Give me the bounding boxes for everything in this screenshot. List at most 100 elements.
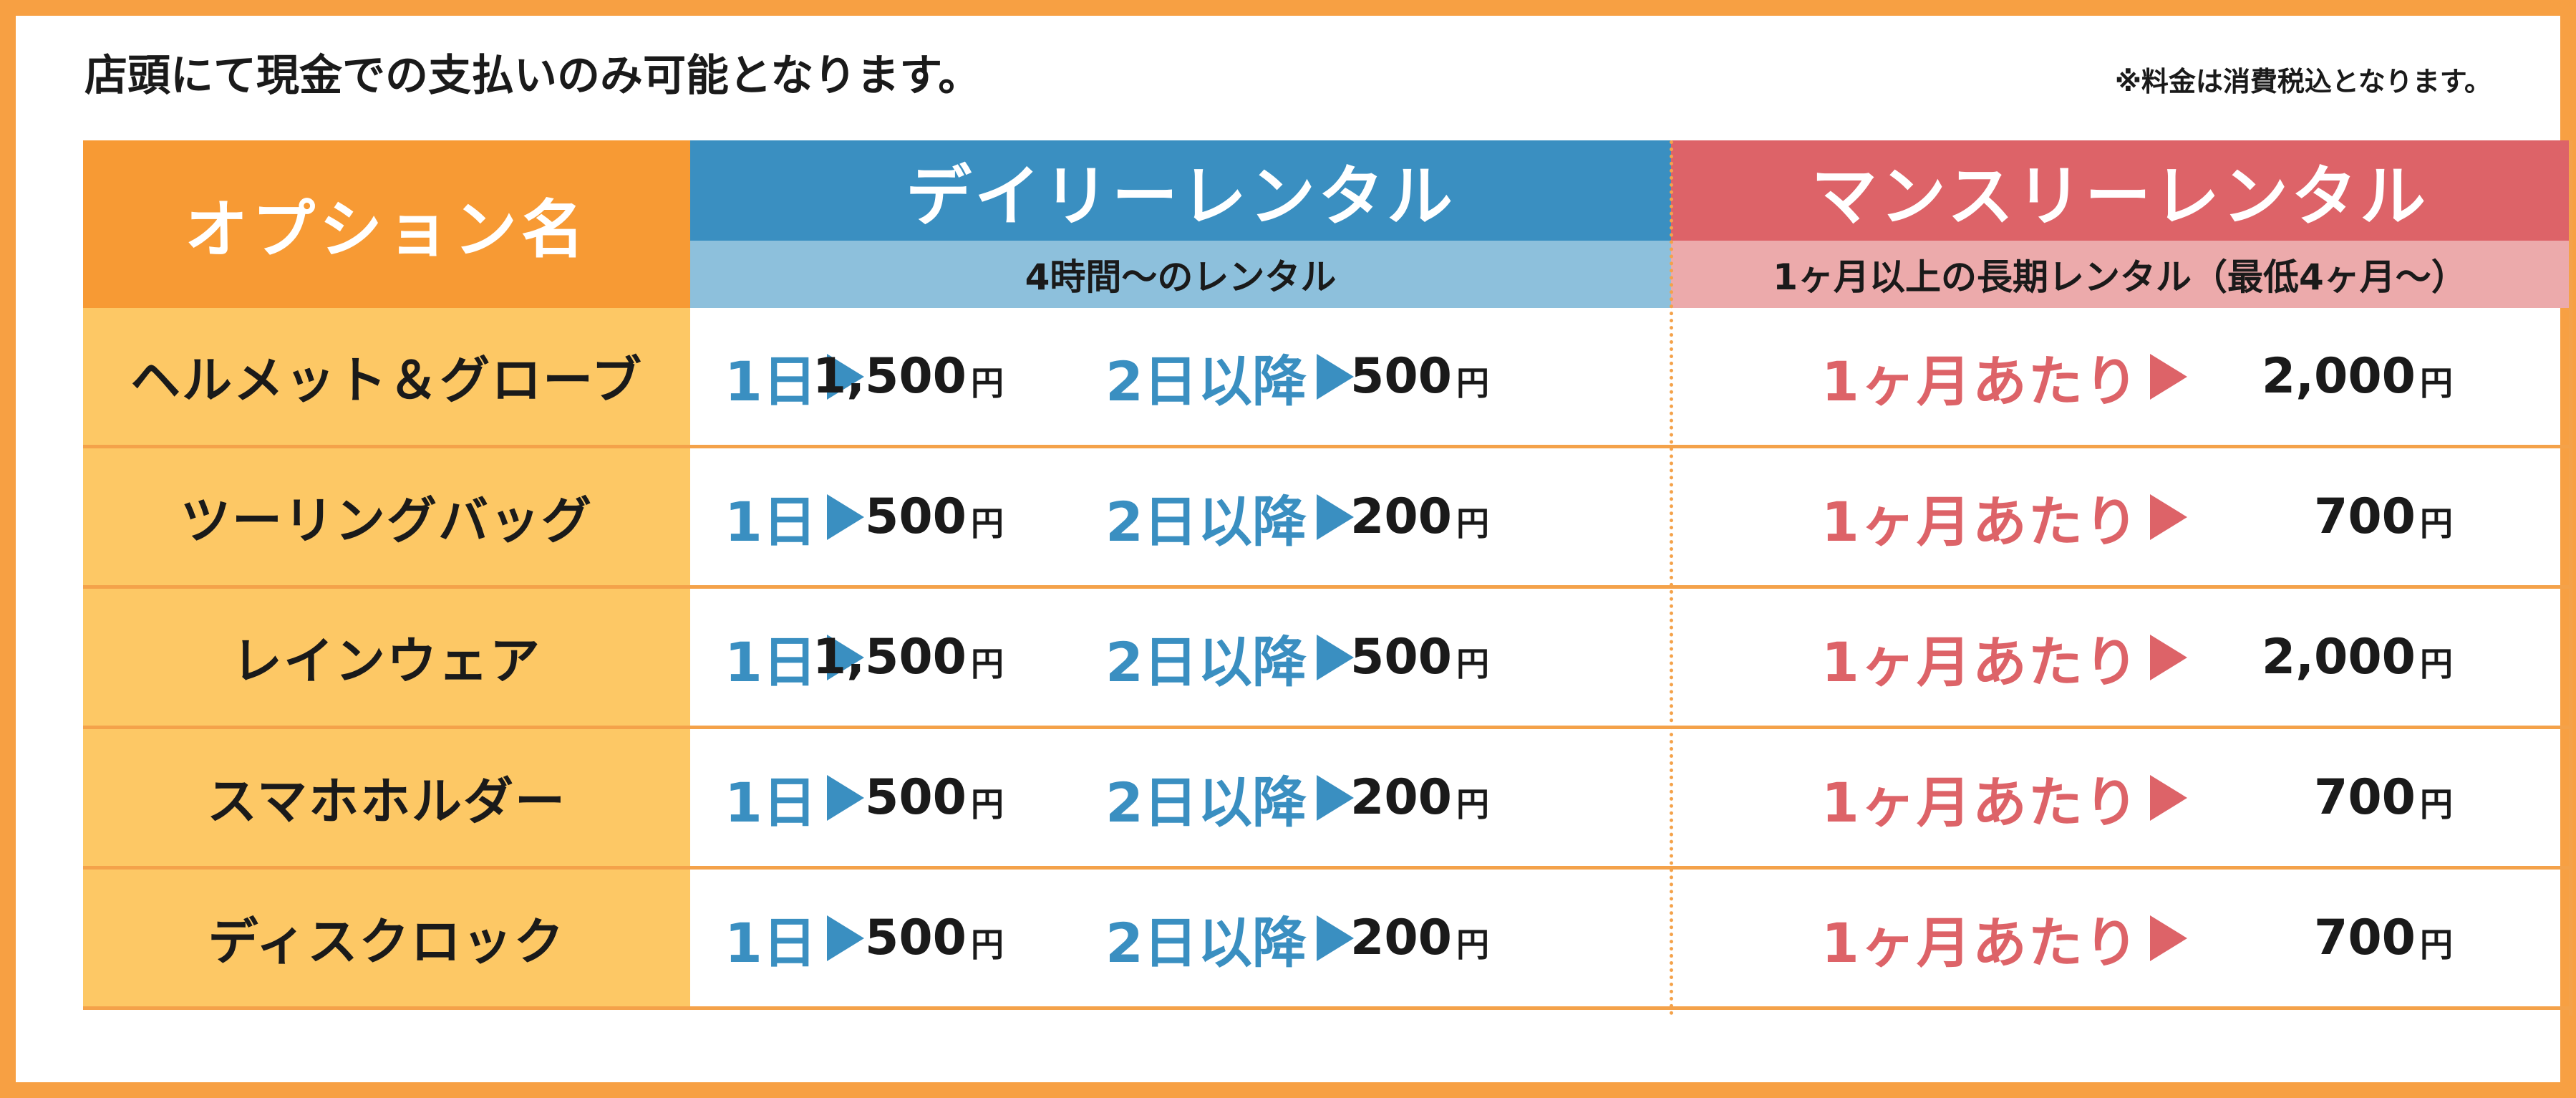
day1-label-group: 1日 xyxy=(725,448,864,585)
yen-unit: 円 xyxy=(971,925,1004,964)
triangle-arrow-icon xyxy=(826,774,864,821)
monthly-price: 700 円 xyxy=(2314,870,2453,1006)
day2plus-label-group: 2日以降 xyxy=(1105,448,1354,585)
daily-price-cell: 1日 1,500 円 2日以降 500 円 xyxy=(690,589,1671,726)
table-row: ヘルメット＆グローブ 1日 1,500 円 2日以降 500 円 1ヶ月あたり xyxy=(83,308,2569,448)
triangle-arrow-icon xyxy=(2149,353,2187,400)
daily-price-cell: 1日 1,500 円 2日以降 500 円 xyxy=(690,308,1671,445)
daily-rental-header: デイリーレンタル 4時間〜のレンタル xyxy=(690,140,1671,308)
day2plus-label: 2日以降 xyxy=(1105,349,1307,413)
monthly-price-cell: 1ヶ月あたり 700 円 xyxy=(1671,870,2569,1006)
triangle-arrow-icon xyxy=(2149,493,2187,540)
yen-unit: 円 xyxy=(2420,504,2453,543)
day2plus-label-group: 2日以降 xyxy=(1105,589,1354,726)
day2plus-price-value: 500 xyxy=(1350,629,1452,685)
monthly-price-value: 2,000 xyxy=(2261,348,2416,405)
option-name: ヘルメット＆グローブ xyxy=(83,308,690,445)
option-name: レインウェア xyxy=(83,589,690,726)
day1-price: 500 円 xyxy=(865,870,1004,1006)
monthly-price: 700 円 xyxy=(2314,448,2453,585)
triangle-arrow-icon xyxy=(2149,634,2187,680)
day1-price: 1,500 円 xyxy=(813,589,1004,726)
monthly-price: 700 円 xyxy=(2314,729,2453,866)
table-row: ツーリングバッグ 1日 500 円 2日以降 200 円 1ヶ月あたり xyxy=(83,448,2569,589)
monthly-price-value: 700 xyxy=(2314,769,2416,826)
monthly-price: 2,000 円 xyxy=(2262,308,2453,445)
day1-label: 1日 xyxy=(725,349,817,413)
day2plus-price: 200 円 xyxy=(1350,870,1489,1006)
day2plus-price: 200 円 xyxy=(1350,729,1489,866)
day2plus-price: 500 円 xyxy=(1350,308,1489,445)
per-month-label-group: 1ヶ月あたり xyxy=(1821,589,2187,726)
day1-label: 1日 xyxy=(725,910,817,975)
yen-unit: 円 xyxy=(971,644,1004,683)
day2plus-price-value: 200 xyxy=(1350,488,1452,545)
table-row: レインウェア 1日 1,500 円 2日以降 500 円 1ヶ月あたり xyxy=(83,589,2569,729)
day2plus-label-group: 2日以降 xyxy=(1105,729,1354,866)
day2plus-price: 500 円 xyxy=(1350,589,1489,726)
tax-note: ※料金は消費税込となります。 xyxy=(2114,66,2492,97)
monthly-rental-title: マンスリーレンタル xyxy=(1671,140,2569,241)
day1-price-value: 500 xyxy=(865,910,967,966)
table-row: ディスクロック 1日 500 円 2日以降 200 円 1ヶ月あたり xyxy=(83,870,2569,1010)
day1-price-value: 500 xyxy=(865,769,967,826)
monthly-price-cell: 1ヶ月あたり 700 円 xyxy=(1671,729,2569,866)
triangle-arrow-icon xyxy=(826,353,864,400)
option-name: スマホホルダー xyxy=(83,729,690,866)
day1-label-group: 1日 xyxy=(725,729,864,866)
day2plus-label: 2日以降 xyxy=(1105,489,1307,554)
monthly-price-value: 700 xyxy=(2314,488,2416,545)
day2plus-label-group: 2日以降 xyxy=(1105,870,1354,1006)
yen-unit: 円 xyxy=(971,504,1004,543)
day1-price: 500 円 xyxy=(865,448,1004,585)
day2plus-label: 2日以降 xyxy=(1105,910,1307,975)
yen-unit: 円 xyxy=(2420,363,2453,403)
per-month-label: 1ヶ月あたり xyxy=(1821,489,2140,554)
day1-label: 1日 xyxy=(725,489,817,554)
per-month-label: 1ヶ月あたり xyxy=(1821,630,2140,694)
day2plus-price: 200 円 xyxy=(1350,448,1489,585)
triangle-arrow-icon xyxy=(1316,634,1354,680)
yen-unit: 円 xyxy=(2420,925,2453,964)
triangle-arrow-icon xyxy=(826,915,864,961)
daily-price-cell: 1日 500 円 2日以降 200 円 xyxy=(690,448,1671,585)
triangle-arrow-icon xyxy=(1316,353,1354,400)
monthly-price: 2,000 円 xyxy=(2262,589,2453,726)
day1-label-group: 1日 xyxy=(725,870,864,1006)
day1-price-value: 1,500 xyxy=(812,629,967,685)
yen-unit: 円 xyxy=(2420,784,2453,824)
triangle-arrow-icon xyxy=(1316,493,1354,540)
option-name: ツーリングバッグ xyxy=(83,448,690,585)
monthly-price-value: 2,000 xyxy=(2261,629,2416,685)
per-month-label: 1ヶ月あたり xyxy=(1821,910,2140,975)
daily-rental-subtitle: 4時間〜のレンタル xyxy=(690,241,1671,308)
per-month-label: 1ヶ月あたり xyxy=(1821,349,2140,413)
daily-rental-title: デイリーレンタル xyxy=(690,140,1671,241)
yen-unit: 円 xyxy=(971,784,1004,824)
day2plus-label: 2日以降 xyxy=(1105,770,1307,834)
payment-notice: 店頭にて現金での支払いのみ可能となります。 xyxy=(84,51,982,101)
day2plus-price-value: 200 xyxy=(1350,910,1452,966)
day2plus-label: 2日以降 xyxy=(1105,630,1307,694)
triangle-arrow-icon xyxy=(2149,915,2187,961)
day1-label: 1日 xyxy=(725,630,817,694)
day2plus-label-group: 2日以降 xyxy=(1105,308,1354,445)
day2plus-price-value: 500 xyxy=(1350,348,1452,405)
yen-unit: 円 xyxy=(1456,644,1489,683)
day1-price-value: 500 xyxy=(865,488,967,545)
triangle-arrow-icon xyxy=(826,634,864,680)
monthly-price-value: 700 xyxy=(2314,910,2416,966)
day1-label: 1日 xyxy=(725,770,817,834)
day1-price: 500 円 xyxy=(865,729,1004,866)
day1-label-group: 1日 xyxy=(725,589,864,726)
day1-price-value: 1,500 xyxy=(812,348,967,405)
per-month-label-group: 1ヶ月あたり xyxy=(1821,308,2187,445)
table-row: スマホホルダー 1日 500 円 2日以降 200 円 1ヶ月あたり xyxy=(83,729,2569,870)
triangle-arrow-icon xyxy=(2149,774,2187,821)
per-month-label: 1ヶ月あたり xyxy=(1821,770,2140,834)
per-month-label-group: 1ヶ月あたり xyxy=(1821,448,2187,585)
triangle-arrow-icon xyxy=(1316,774,1354,821)
monthly-price-cell: 1ヶ月あたり 700 円 xyxy=(1671,448,2569,585)
yen-unit: 円 xyxy=(1456,363,1489,403)
table-right-border xyxy=(2569,140,2572,1016)
